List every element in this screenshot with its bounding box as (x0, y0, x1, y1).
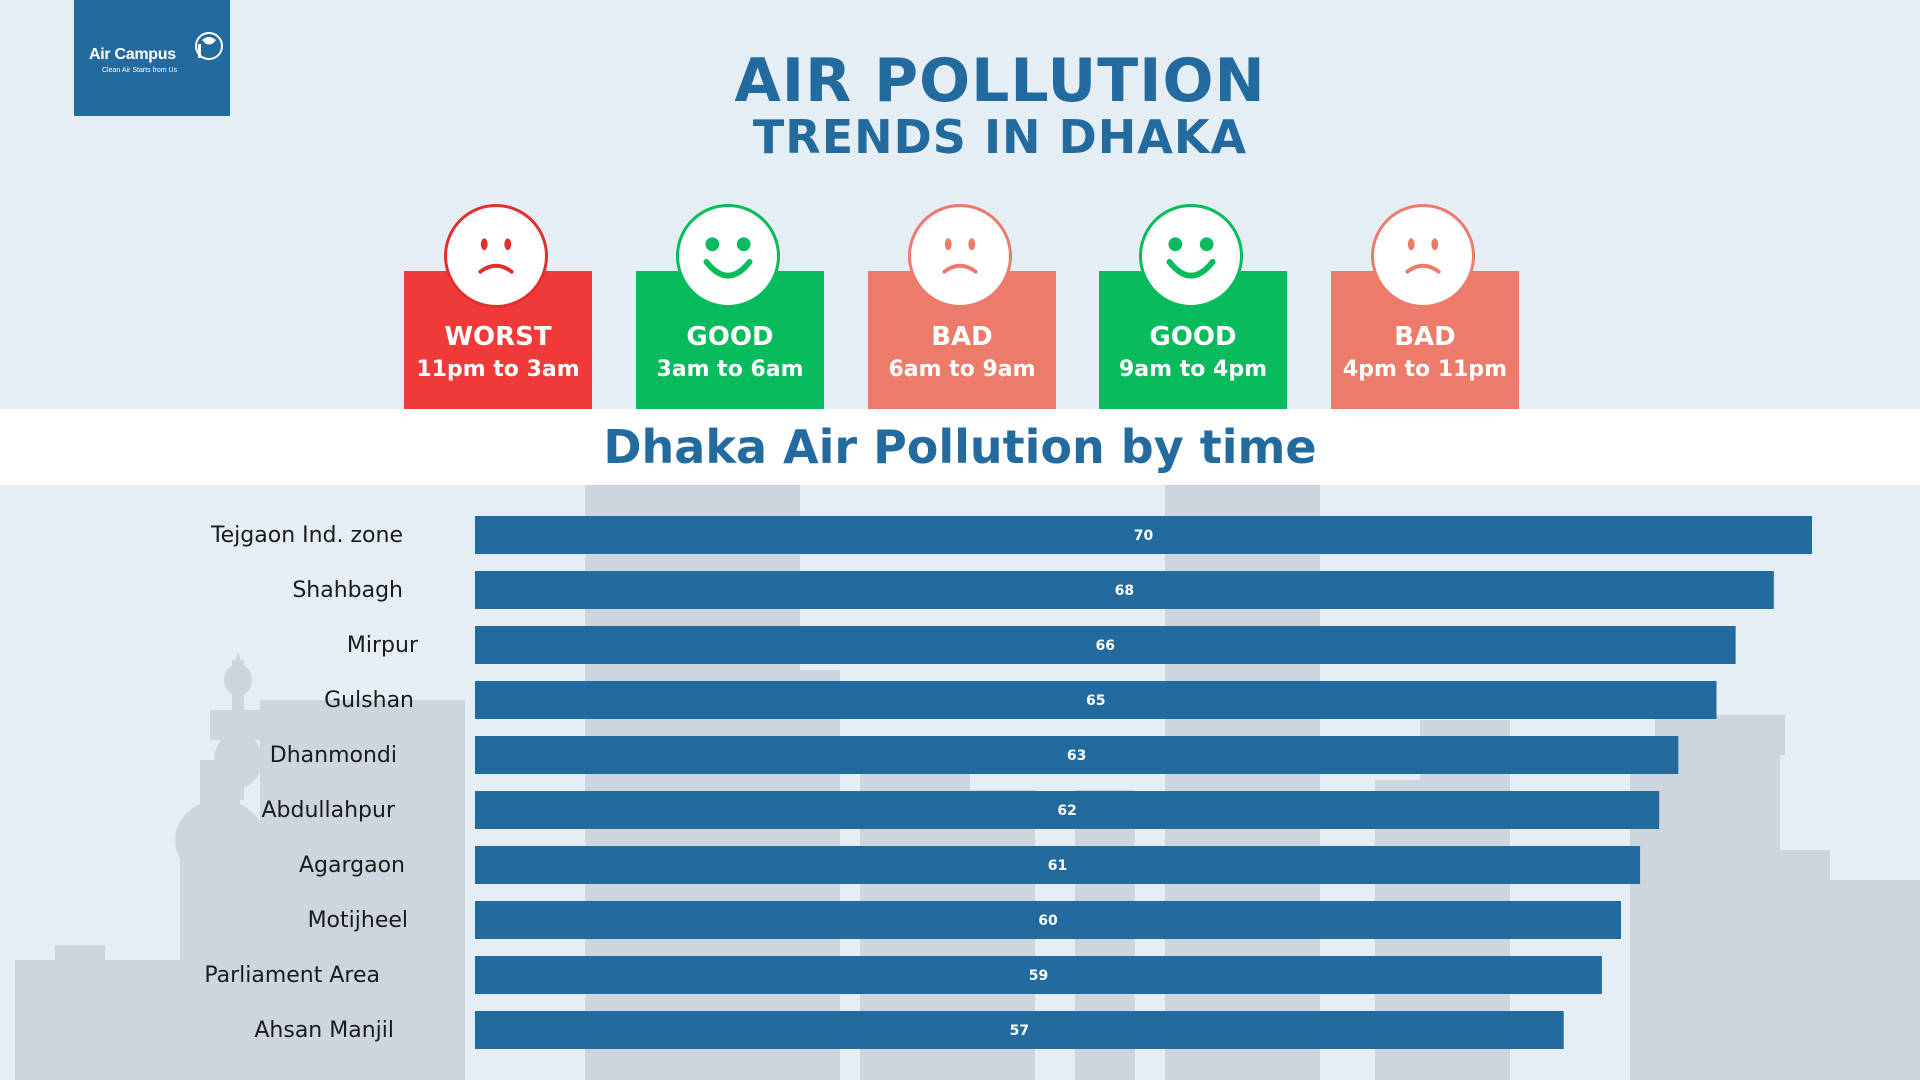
chart-title: Dhaka Air Pollution by time (603, 420, 1317, 474)
bar (475, 1011, 1564, 1049)
status-label: GOOD (1149, 322, 1237, 352)
bar (475, 736, 1679, 774)
air-campus-logo: Air Campus Clean Air Starts from Us (74, 0, 230, 116)
category-label: Mirpur (347, 633, 419, 658)
bar-value-label: 61 (1048, 858, 1067, 874)
category-label: Abdullahpur (261, 798, 395, 823)
status-time-range: 6am to 9am (888, 357, 1036, 382)
status-card: GOOD 9am to 4pm (1099, 204, 1287, 409)
category-label: Agargaon (299, 853, 405, 878)
bar (475, 516, 1812, 554)
status-time-range: 9am to 4pm (1118, 357, 1267, 382)
page-subtitle: TRENDS IN DHAKA (752, 110, 1248, 164)
status-label: GOOD (686, 322, 774, 352)
sad-face-icon (1371, 204, 1475, 308)
sad-face-icon (908, 204, 1012, 308)
bar-value-label: 63 (1067, 748, 1086, 764)
status-label: BAD (931, 322, 993, 352)
globe-tree-icon (195, 32, 223, 60)
category-label: Parliament Area (204, 963, 380, 988)
status-card: BAD 4pm to 11pm (1331, 204, 1519, 409)
bar-value-label: 57 (1010, 1023, 1029, 1039)
chart-title-band: Dhaka Air Pollution by time (0, 409, 1920, 485)
bar-value-label: 68 (1115, 583, 1134, 599)
bar-value-label: 66 (1096, 638, 1115, 654)
bar (475, 901, 1621, 939)
happy-face-icon (676, 204, 780, 308)
bar-value-label: 70 (1134, 528, 1154, 544)
category-label: Shahbagh (292, 578, 403, 603)
bar (475, 846, 1641, 884)
category-label: Dhanmondi (270, 743, 397, 768)
sad-face-icon (444, 204, 548, 308)
page-title: AIR POLLUTION (734, 46, 1266, 116)
status-time-range: 4pm to 11pm (1342, 357, 1508, 382)
category-label: Motijheel (308, 908, 408, 933)
bar-value-label: 62 (1057, 803, 1076, 819)
bar (475, 681, 1717, 719)
bar-value-label: 59 (1029, 968, 1048, 984)
status-time-range: 11pm to 3am (416, 357, 580, 382)
bar-value-label: 65 (1086, 693, 1105, 709)
logo-brand-text: Air Campus (89, 46, 176, 63)
status-label: WORST (444, 322, 552, 352)
status-time-range: 3am to 6am (656, 357, 804, 382)
status-card: BAD 6am to 9am (868, 204, 1056, 409)
category-label: Ahsan Manjil (254, 1018, 394, 1043)
happy-face-icon (1139, 204, 1243, 308)
bar-value-label: 60 (1038, 913, 1058, 929)
bar (475, 571, 1774, 609)
category-label: Tejgaon Ind. zone (210, 523, 403, 548)
status-label: BAD (1394, 322, 1456, 352)
bar (475, 956, 1602, 994)
status-card: WORST 11pm to 3am (404, 204, 592, 409)
bar (475, 791, 1660, 829)
logo-tagline: Clean Air Starts from Us (102, 67, 178, 74)
status-card: GOOD 3am to 6am (636, 204, 824, 409)
category-label: Gulshan (324, 688, 414, 713)
bar (475, 626, 1736, 664)
